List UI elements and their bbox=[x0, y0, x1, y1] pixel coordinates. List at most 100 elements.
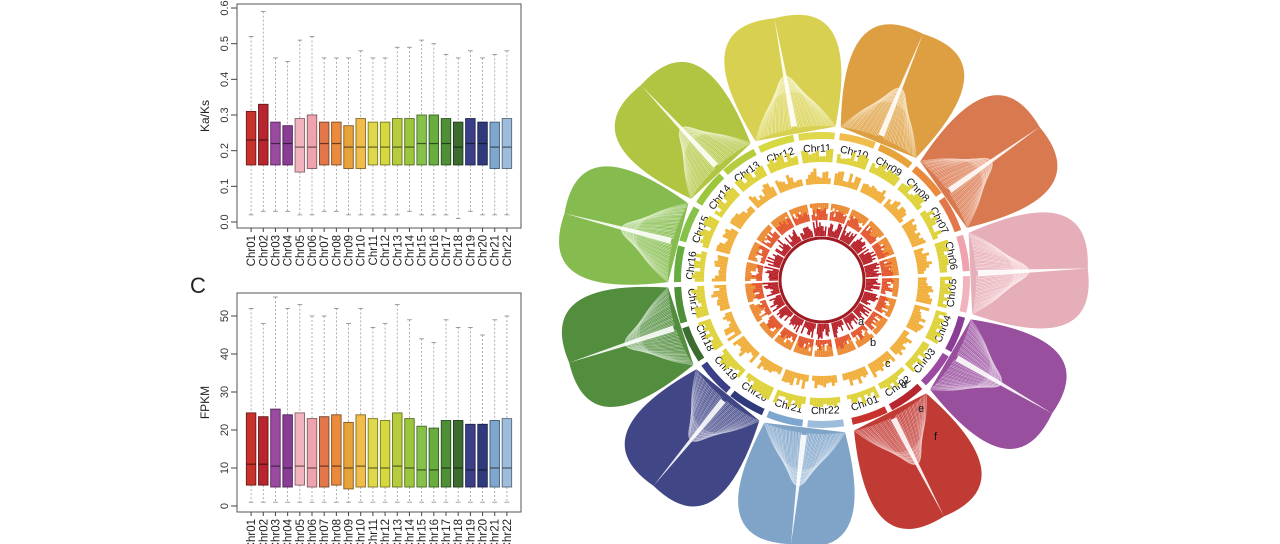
track-bar bbox=[915, 204, 923, 211]
track-bar bbox=[714, 263, 728, 269]
link-highlight bbox=[564, 213, 672, 244]
track-bar bbox=[723, 195, 734, 205]
track-bar bbox=[861, 324, 869, 332]
chromosome-segment bbox=[723, 148, 757, 176]
track-bar bbox=[737, 337, 747, 347]
track-bar bbox=[717, 295, 728, 300]
x-tick-label: Chr22 bbox=[502, 235, 514, 266]
track-bar bbox=[779, 309, 791, 319]
track-bar bbox=[773, 161, 781, 171]
track-bar bbox=[780, 213, 789, 226]
track-bar bbox=[794, 395, 800, 406]
track-bar bbox=[833, 397, 838, 407]
chromosome-segment bbox=[766, 410, 804, 427]
track-bar bbox=[902, 222, 914, 231]
ring-label-a: a bbox=[858, 316, 865, 328]
track-bar bbox=[880, 170, 888, 180]
track-bar bbox=[804, 212, 809, 222]
track-bar bbox=[778, 305, 787, 312]
box-Chr15 bbox=[416, 39, 427, 216]
track-bar bbox=[851, 219, 859, 229]
track-bar bbox=[904, 192, 910, 198]
track-bar bbox=[822, 210, 825, 221]
track-bar bbox=[876, 357, 885, 368]
track-bar bbox=[842, 158, 848, 165]
track-bar bbox=[759, 383, 769, 396]
x-tick-label: Chr11 bbox=[368, 235, 380, 265]
track-4 bbox=[762, 220, 882, 340]
track-bar bbox=[901, 218, 915, 229]
track-bar bbox=[902, 183, 914, 196]
box-Chr17 bbox=[440, 53, 452, 216]
track-bar bbox=[863, 230, 872, 239]
box-Chr12 bbox=[379, 57, 391, 216]
track-bar bbox=[764, 308, 771, 313]
track-bar bbox=[745, 268, 756, 272]
track-bar bbox=[848, 209, 855, 219]
track-bar bbox=[790, 157, 796, 166]
track-bar bbox=[828, 223, 833, 237]
track-bar bbox=[862, 257, 873, 263]
track-bar bbox=[819, 222, 821, 237]
track-bar bbox=[862, 389, 868, 396]
track-bar bbox=[879, 262, 885, 265]
track-bar bbox=[869, 361, 878, 373]
link-highlight bbox=[653, 398, 726, 486]
box-body bbox=[416, 114, 427, 166]
track-bar bbox=[857, 327, 863, 334]
track-bar bbox=[881, 285, 889, 288]
track-bar bbox=[832, 216, 836, 222]
track-bar bbox=[877, 315, 887, 324]
track-bar bbox=[792, 229, 801, 243]
x-tick-label: Chr14 bbox=[404, 518, 416, 544]
box-Chr02 bbox=[258, 323, 269, 503]
track-bar bbox=[882, 240, 890, 246]
track-bar bbox=[881, 269, 892, 274]
track-bar bbox=[858, 215, 866, 224]
x-tick-label: Chr19 bbox=[465, 519, 477, 544]
x-tick-label: Chr13 bbox=[392, 235, 404, 266]
track-bar bbox=[873, 328, 880, 334]
track-bar bbox=[792, 208, 799, 218]
x-tick-label: Chr09 bbox=[344, 519, 356, 544]
track-bar bbox=[865, 274, 879, 278]
track-bar bbox=[860, 300, 868, 306]
track-bar bbox=[783, 339, 790, 348]
track-bar bbox=[837, 212, 842, 223]
track-bar bbox=[850, 240, 856, 247]
track-bar bbox=[884, 350, 896, 363]
track-bar bbox=[724, 326, 740, 336]
track-bar bbox=[754, 314, 761, 319]
track-bar bbox=[775, 156, 784, 170]
track-bar bbox=[939, 280, 945, 284]
track-bar bbox=[856, 391, 861, 399]
track-bar bbox=[877, 382, 884, 390]
box-Chr22 bbox=[501, 50, 513, 216]
track-bar bbox=[724, 358, 737, 370]
track-bar bbox=[939, 276, 952, 281]
track-bar bbox=[872, 229, 882, 239]
track-bar bbox=[700, 251, 708, 256]
track-bar bbox=[856, 306, 869, 317]
track-bar bbox=[724, 231, 737, 240]
track-bar bbox=[827, 339, 831, 347]
track-bar bbox=[880, 265, 885, 269]
track-bar bbox=[812, 210, 816, 221]
track-bar bbox=[752, 307, 765, 316]
track-bar bbox=[905, 324, 919, 333]
track-bar bbox=[824, 350, 828, 357]
box-Chr13 bbox=[392, 304, 403, 503]
chromosome-segment bbox=[696, 173, 725, 206]
track-bar bbox=[755, 284, 763, 287]
track-bar bbox=[693, 263, 705, 269]
track-bar bbox=[766, 237, 775, 245]
track-bar bbox=[878, 298, 886, 303]
track-bar bbox=[791, 394, 797, 401]
chromosome-segment bbox=[921, 352, 949, 386]
track-bar bbox=[869, 228, 881, 238]
track-bar bbox=[778, 221, 788, 233]
track-bar bbox=[861, 229, 868, 236]
track-bar bbox=[756, 292, 764, 297]
track-bar bbox=[772, 303, 786, 313]
track-bar bbox=[813, 168, 818, 185]
